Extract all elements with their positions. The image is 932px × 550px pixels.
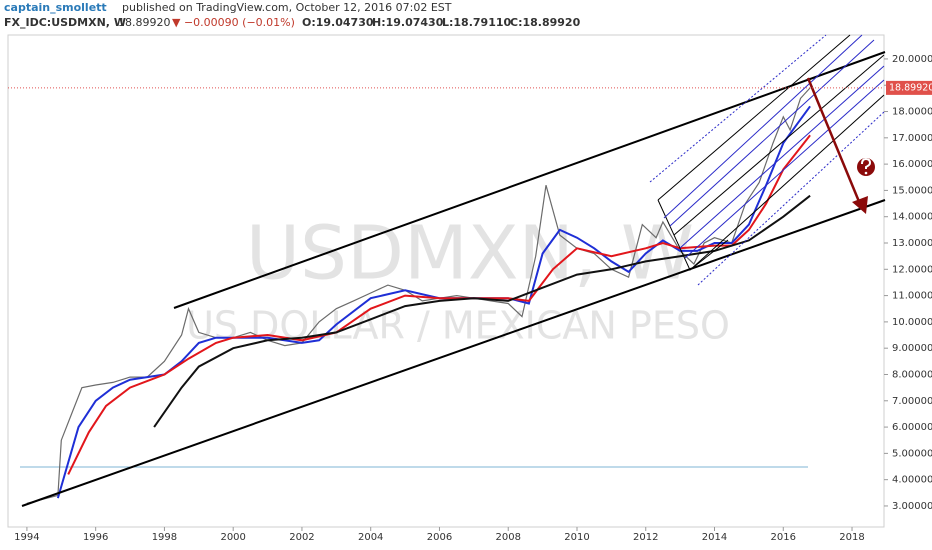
y-tick-label: 6.00000 <box>892 422 932 433</box>
high: H:19.07430 <box>372 16 444 29</box>
x-tick-label: 2002 <box>289 532 314 543</box>
y-tick-label: 9.00000 <box>892 343 932 354</box>
y-tick-label: 18.00000 <box>892 107 932 118</box>
y-tick-label: 16.00000 <box>892 159 932 170</box>
published: published on TradingView.com, October 12… <box>122 1 452 14</box>
y-tick-label: 8.00000 <box>892 369 932 380</box>
last-price-box <box>886 80 932 95</box>
question-dot <box>864 171 868 175</box>
x-tick-label: 2018 <box>839 532 864 543</box>
forecast-arrow <box>806 77 862 205</box>
pitchfork-line <box>684 79 885 259</box>
close: C:18.89920 <box>510 16 581 29</box>
drawings <box>21 34 886 507</box>
channel-lower <box>21 199 886 507</box>
x-tick-label: 2016 <box>771 532 796 543</box>
price: 18.89920 <box>118 16 171 29</box>
y-tick-label: 5.00000 <box>892 448 932 459</box>
y-tick-label: 3.00000 <box>892 501 932 512</box>
pitchfork-line <box>663 34 863 219</box>
y-tick-label: 10.00000 <box>892 317 932 328</box>
y-tick-label: 12.00000 <box>892 264 932 275</box>
pitchfork-line <box>679 65 885 249</box>
y-tick-label: 14.00000 <box>892 212 932 223</box>
series-line <box>153 194 811 428</box>
y-tick-label: 7.00000 <box>892 396 932 407</box>
pitchfork-line <box>669 39 875 227</box>
open: O:19.04730 <box>302 16 374 29</box>
author[interactable]: captain_smollett <box>4 1 107 14</box>
change: ▼ −0.00090 (−0.01%) <box>172 16 295 29</box>
pitchfork-outer <box>697 111 885 286</box>
x-tick-label: 2008 <box>496 532 521 543</box>
question-glyph <box>861 157 872 169</box>
plot-frame <box>7 34 885 528</box>
channel-upper <box>173 51 886 309</box>
pitchfork-line <box>657 34 851 201</box>
symbol: FX_IDC:USDMXN, W <box>4 16 126 29</box>
arrow-head <box>852 196 868 214</box>
y-tick-label: 13.00000 <box>892 238 932 249</box>
y-tick-label: 20.00000 <box>892 54 932 65</box>
series-line <box>26 87 811 504</box>
x-tick-label: 1998 <box>152 532 177 543</box>
x-tick-label: 2012 <box>633 532 658 543</box>
last-price-label: 18.89920 <box>889 82 932 93</box>
pitchfork-median <box>673 54 885 236</box>
low: L:18.79110 <box>442 16 512 29</box>
x-tick-label: 2004 <box>358 532 383 543</box>
x-tick-label: 2010 <box>564 532 589 543</box>
y-tick-label: 4.00000 <box>892 475 932 486</box>
x-tick-label: 2000 <box>220 532 245 543</box>
x-tick-label: 2006 <box>427 532 452 543</box>
x-tick-label: 2014 <box>702 532 727 543</box>
x-tick-label: 1996 <box>83 532 108 543</box>
y-tick-label: 11.00000 <box>892 291 932 302</box>
pitchfork-line <box>689 94 885 271</box>
x-tick-label: 1994 <box>14 532 39 543</box>
y-tick-label: 17.00000 <box>892 133 932 144</box>
y-tick-label: 15.00000 <box>892 185 932 196</box>
